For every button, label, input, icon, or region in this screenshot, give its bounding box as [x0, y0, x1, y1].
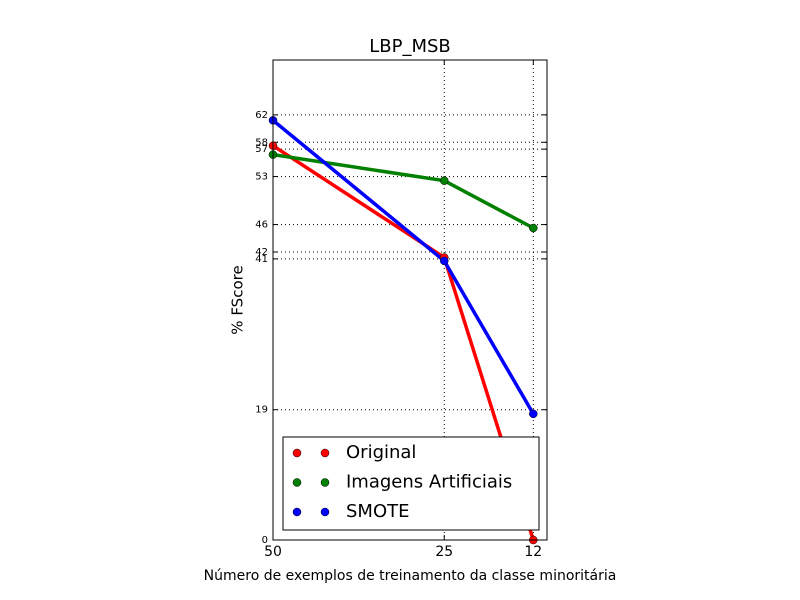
legend-label: SMOTE [346, 501, 410, 522]
legend-label: Original [346, 442, 416, 463]
y-tick-label: 19 [255, 405, 268, 416]
data-point [440, 256, 449, 266]
y-tick-label: 58 [255, 137, 268, 148]
legend-marker [292, 478, 302, 487]
x-tick-label: 12 [524, 544, 542, 560]
series-line [273, 118, 535, 415]
legend-marker [320, 507, 330, 517]
data-point [529, 409, 538, 419]
data-point [440, 176, 449, 185]
y-tick-label: 0 [262, 535, 268, 546]
y-tick-label: 46 [255, 220, 268, 231]
y-tick-label: 57 [255, 144, 268, 155]
legend-marker [320, 448, 330, 458]
y-tick-label: 62 [255, 110, 268, 121]
y-tick-label: 53 [255, 172, 268, 183]
series-line [273, 152, 535, 230]
y-tick-label: 41 [255, 254, 268, 265]
x-axis-label: Número de exemplos de treinamento da cla… [204, 568, 617, 584]
legend-marker [320, 478, 330, 487]
legend-marker [292, 507, 302, 517]
x-tick-label: 50 [264, 544, 282, 560]
data-point [529, 223, 538, 233]
y-axis-label: % FScore [229, 265, 247, 334]
y-tick-label: 42 [255, 247, 268, 258]
chart-title: LBP_MSB [369, 36, 451, 57]
x-tick-label: 25 [435, 544, 453, 560]
legend-marker [292, 448, 302, 458]
legend-label: Imagens Artificiais [346, 472, 512, 493]
plot-frame [272, 59, 548, 541]
